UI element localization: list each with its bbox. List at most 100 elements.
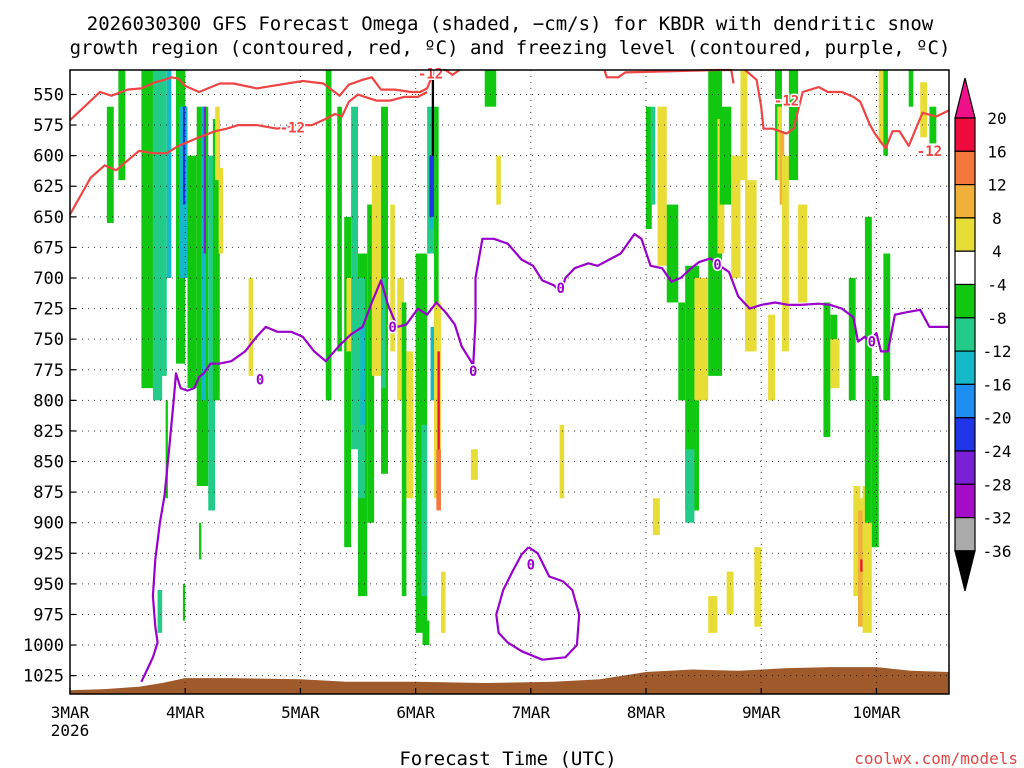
omega-cell [678,302,686,401]
y-tick-label: 975 [33,605,64,625]
omega-cell [436,449,441,511]
omega-cell [440,571,446,633]
omega-cell [212,118,220,401]
omega-cell [203,106,206,254]
omega-cell [848,278,856,401]
y-tick-label: 1000 [23,636,64,656]
y-tick-label: 550 [33,85,64,105]
omega-cell [344,216,352,548]
contour-layer [69,68,950,683]
y-axis: 550 575 600 625 650 675 700 725 750 775 800 825 850 8… [23,85,76,687]
y-tick-label: 950 [33,575,64,595]
x-tick-sublabel: 2026 [51,721,90,740]
omega-cell [798,204,808,303]
terrain-layer [70,667,949,694]
colorbar-swatch [954,117,976,152]
omega-cell [429,155,435,217]
omega-cell [726,571,734,615]
omega-cell [106,106,114,223]
contour-line-0 [69,68,461,122]
omega-cell [731,155,741,278]
omega-cell [406,351,414,499]
y-tick-label: 775 [33,361,64,381]
omega-cell [830,339,840,389]
omega-cell [157,590,163,633]
y-tick-label: 675 [33,238,64,258]
colorbar-swatch [954,350,976,386]
contour-label: 0 [256,373,264,389]
omega-cell [559,424,565,499]
colorbar-level-label: 16 [987,142,1006,161]
colorbar-level-label: 8 [992,209,1002,228]
colorbar-swatch [954,150,976,186]
omega-cell [346,278,352,352]
omega-cell [165,400,168,499]
omega-cell [878,70,884,144]
colorbar-swatch [954,317,976,352]
y-tick-label: 625 [33,177,64,197]
omega-shading-layer [106,70,937,646]
omega-cell [351,106,359,450]
chart-title-line1: 2026030300 GFS Forecast Omega (shaded, −… [87,13,934,35]
y-tick-label: 925 [33,544,64,564]
y-tick-label: 575 [33,116,64,136]
x-tick-label: 10MAR [852,703,901,722]
omega-cell [390,204,395,352]
y-tick-label: 825 [33,422,64,442]
omega-cell [430,326,435,401]
omega-cell [652,498,660,535]
omega-cell [853,486,861,523]
contour-label: -12 [917,144,942,160]
colorbar-swatch [954,283,976,319]
gridlines [70,70,949,694]
colorbar-level-label: -28 [983,475,1012,494]
omega-cell [920,82,928,138]
y-tick-label: 650 [33,208,64,228]
contour-label: 0 [527,557,535,573]
omega-cell [754,547,762,627]
colorbar-swatch [954,417,976,452]
contour-label: -12 [774,94,799,110]
colorbar-level-label: 20 [987,109,1006,128]
omega-cell [159,70,167,376]
colorbar-top-arrow [954,77,976,119]
colorbar-swatch [954,184,976,219]
omega-cell [745,180,757,352]
omega-cell [421,424,428,597]
site-credit: coolwx.com/models [854,749,1018,768]
x-tick-label: 8MAR [627,703,666,722]
colorbar-swatch [954,516,976,552]
omega-cell [325,70,332,401]
omega-cell [719,106,732,205]
contour-label: 0 [557,281,565,297]
omega-cell [883,253,891,401]
colorbar-swatch [954,383,976,419]
y-tick-label: 750 [33,330,64,350]
omega-cell [431,70,435,168]
contour-label: 0 [713,258,721,274]
omega-cell [187,155,197,389]
colorbar-swatch [954,450,976,485]
colorbar-level-label: -12 [983,342,1012,361]
omega-cell [860,559,863,572]
colorbar-level-label: -8 [987,309,1006,328]
omega-cell [248,278,254,376]
x-tick-label: 3MAR [51,703,90,722]
contour-label: -12 [418,67,443,83]
x-axis-title: Forecast Time (UTC) [399,748,616,768]
omega-cell [381,278,386,389]
omega-cell [422,620,430,646]
omega-cell [360,326,365,425]
omega-cell [199,522,202,560]
omega-cell [141,70,153,389]
omega-cell [740,70,748,181]
y-tick-label: 1025 [23,667,64,687]
colorbar-swatch [954,217,976,252]
omega-cell [862,486,872,633]
omega-cell [484,70,497,107]
y-tick-label: 800 [33,391,64,411]
colorbar-legend: 20 16 12 8 4 -4 -8 -12 -16 -20 -24 -28 -32 -36 [954,77,1012,592]
omega-cell [166,70,172,278]
